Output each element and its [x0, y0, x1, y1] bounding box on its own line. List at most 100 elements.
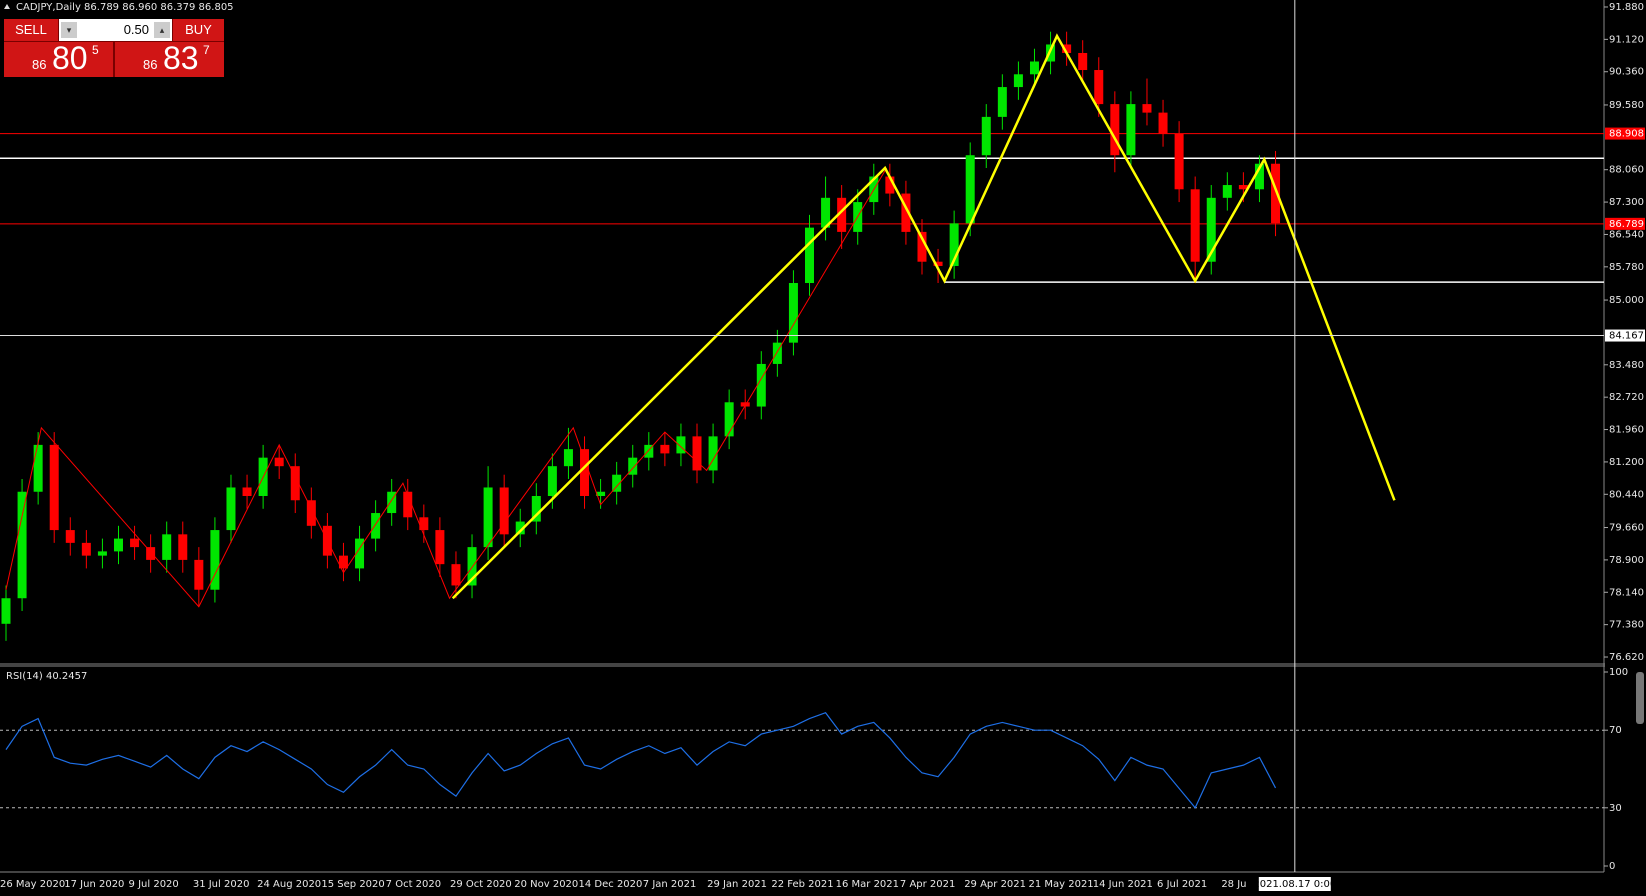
y-tick-label: 91.120 [1609, 34, 1644, 45]
x-tick-label: 15 Sep 2020 [321, 879, 384, 890]
candle-body [97, 551, 107, 556]
candle-body [805, 227, 814, 284]
candle-body [1158, 112, 1168, 134]
x-tick-label: 7 Oct 2020 [386, 879, 441, 890]
candle-body [113, 538, 123, 552]
y-tick-label: 78.140 [1609, 587, 1644, 598]
candle-body [547, 466, 557, 496]
x-tick-label: 29 Oct 2020 [450, 879, 512, 890]
buy-button[interactable]: BUY [173, 19, 224, 41]
x-tick-label: 16 Mar 2021 [836, 879, 899, 890]
candle-body [387, 491, 397, 514]
candle-body [1013, 74, 1023, 88]
candle-body [81, 542, 91, 556]
candle-body [451, 564, 461, 586]
x-tick-label: 22 Feb 2021 [771, 879, 833, 890]
candle-body [724, 402, 734, 437]
candle-body [837, 197, 847, 232]
candle-body [676, 436, 686, 454]
y-tick-label: 70 [1609, 725, 1622, 736]
candle-body [1, 598, 11, 624]
candle-body [965, 155, 975, 224]
level-tag-label: 88.908 [1609, 129, 1644, 140]
y-tick-label: 89.580 [1609, 100, 1644, 111]
x-tick-label: 28 Ju [1221, 879, 1246, 890]
candle-body [692, 436, 702, 471]
x-tick-label: 31 Jul 2020 [193, 879, 250, 890]
lot-input[interactable]: 0.50 [123, 22, 149, 37]
sell-button[interactable]: SELL [4, 19, 58, 41]
candle-body [1094, 70, 1104, 105]
candle-body [130, 538, 140, 548]
candle-body [1206, 197, 1216, 262]
candle-body [33, 444, 43, 492]
crosshair-time-tag [1258, 877, 1331, 891]
level-tag [1605, 127, 1645, 140]
sell-price[interactable]: 86 80 5 [4, 40, 113, 77]
candle-body [756, 363, 766, 407]
x-tick-label: 24 Aug 2020 [257, 879, 321, 890]
x-tick-label: 7 Jan 2021 [643, 879, 697, 890]
candle-body [1029, 61, 1039, 75]
crosshair-time-label: 2021.08.17 0:00 [1253, 879, 1336, 890]
y-tick-label: 83.480 [1609, 360, 1644, 371]
y-tick-label: 0 [1609, 861, 1615, 872]
y-tick-label: 85.000 [1609, 295, 1644, 306]
candle-body [596, 491, 606, 496]
candle-body [1222, 185, 1232, 198]
x-tick-label: 9 Jul 2020 [129, 879, 179, 890]
candle-body [1271, 163, 1281, 224]
candle-body [885, 176, 895, 194]
candle-body [901, 193, 911, 232]
pattern-line [451, 33, 1396, 600]
candle-body [17, 491, 27, 599]
candle-body [933, 261, 943, 266]
candle-body [226, 487, 236, 531]
candle-body [355, 538, 365, 569]
y-tick-label: 86.540 [1609, 229, 1644, 240]
pips: 80 [52, 40, 88, 76]
candle-body [242, 487, 252, 496]
candle-body [483, 487, 493, 548]
x-tick-label: 6 Jul 2021 [1157, 879, 1207, 890]
candle-body [949, 223, 959, 266]
candle-body [821, 197, 831, 228]
header-icon [4, 4, 10, 9]
y-tick-label: 88.060 [1609, 165, 1644, 176]
lot-up[interactable]: ▴ [154, 22, 170, 38]
y-tick-label: 80.440 [1609, 489, 1644, 500]
level-tag-label: 86.789 [1609, 219, 1644, 230]
candle-body [660, 444, 670, 454]
zigzag-line [5, 167, 888, 608]
x-tick-label: 14 Jun 2021 [1093, 879, 1153, 890]
candle-body [306, 500, 316, 526]
candle-body [274, 457, 284, 467]
crosshair-price-tag [1605, 329, 1645, 342]
candle-body [290, 466, 300, 501]
lot-box: ▾ 0.50 ▴ [59, 19, 172, 41]
candle-body [1078, 52, 1088, 71]
candle-body [65, 530, 75, 543]
scroll-handle[interactable] [1636, 672, 1644, 724]
candle-body [194, 559, 204, 590]
candle-body [628, 457, 638, 475]
x-tick-label: 20 Nov 2020 [514, 879, 578, 890]
candle-body [162, 534, 172, 560]
candle-body [531, 496, 541, 522]
candle-body [1190, 189, 1200, 262]
level-tag [1605, 217, 1645, 230]
buy-price[interactable]: 86 83 7 [115, 40, 224, 77]
candle-body [178, 534, 188, 560]
y-tick-label: 79.660 [1609, 523, 1644, 534]
candle-body [515, 521, 525, 535]
lot-down[interactable]: ▾ [61, 22, 77, 38]
candle-body [580, 449, 590, 496]
y-tick-label: 87.300 [1609, 197, 1644, 208]
candle-body [1110, 104, 1120, 156]
candle-body [403, 491, 413, 518]
candle-body [612, 474, 622, 492]
candle-body [997, 87, 1007, 117]
x-tick-label: 17 Jun 2020 [64, 879, 124, 890]
candle-body [435, 530, 445, 565]
